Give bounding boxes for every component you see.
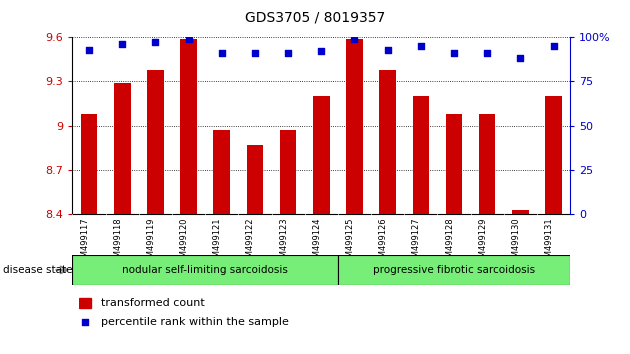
Text: percentile rank within the sample: percentile rank within the sample [101,318,289,327]
Bar [512,210,529,214]
Bar [313,96,329,214]
Point [449,50,459,56]
Text: GSM499118: GSM499118 [113,217,122,268]
Point [183,36,193,42]
Point [117,41,127,47]
Point [482,50,492,56]
Text: GSM499120: GSM499120 [180,217,188,268]
Bar [413,96,429,214]
Point [283,50,293,56]
Point [250,50,260,56]
Bar [114,83,130,214]
Text: GSM499130: GSM499130 [512,217,520,268]
Point [350,36,360,42]
Text: GSM499123: GSM499123 [279,217,288,268]
Text: GSM499128: GSM499128 [445,217,454,268]
Text: GDS3705 / 8019357: GDS3705 / 8019357 [245,11,385,25]
Bar [338,255,570,285]
Bar [180,39,197,214]
Point [84,47,94,52]
Text: GSM499121: GSM499121 [213,217,222,268]
Bar [81,114,98,214]
Text: GSM499126: GSM499126 [379,217,387,268]
Text: GSM499125: GSM499125 [345,217,355,268]
Bar [479,114,495,214]
Point [515,56,525,61]
Bar [72,255,338,285]
Point [549,43,559,49]
Bar [280,130,296,214]
Text: GSM499119: GSM499119 [146,217,156,268]
Text: GSM499131: GSM499131 [544,217,554,268]
Bar [214,130,230,214]
Bar [246,145,263,214]
Point [382,47,392,52]
Bar [545,96,562,214]
Bar [379,70,396,214]
Bar [147,70,164,214]
Text: transformed count: transformed count [101,298,205,308]
Text: GSM499127: GSM499127 [412,217,421,268]
Text: progressive fibrotic sarcoidosis: progressive fibrotic sarcoidosis [373,265,535,275]
Bar [79,297,91,308]
Text: GSM499122: GSM499122 [246,217,255,268]
Bar [446,114,462,214]
Text: disease state: disease state [3,265,72,275]
Text: GSM499129: GSM499129 [478,217,487,268]
Point [80,320,90,325]
Bar [346,39,363,214]
Point [151,40,161,45]
Point [217,50,227,56]
Point [316,48,326,54]
Text: GSM499117: GSM499117 [80,217,89,268]
Text: GSM499124: GSM499124 [312,217,321,268]
Point [416,43,426,49]
Text: nodular self-limiting sarcoidosis: nodular self-limiting sarcoidosis [122,265,288,275]
